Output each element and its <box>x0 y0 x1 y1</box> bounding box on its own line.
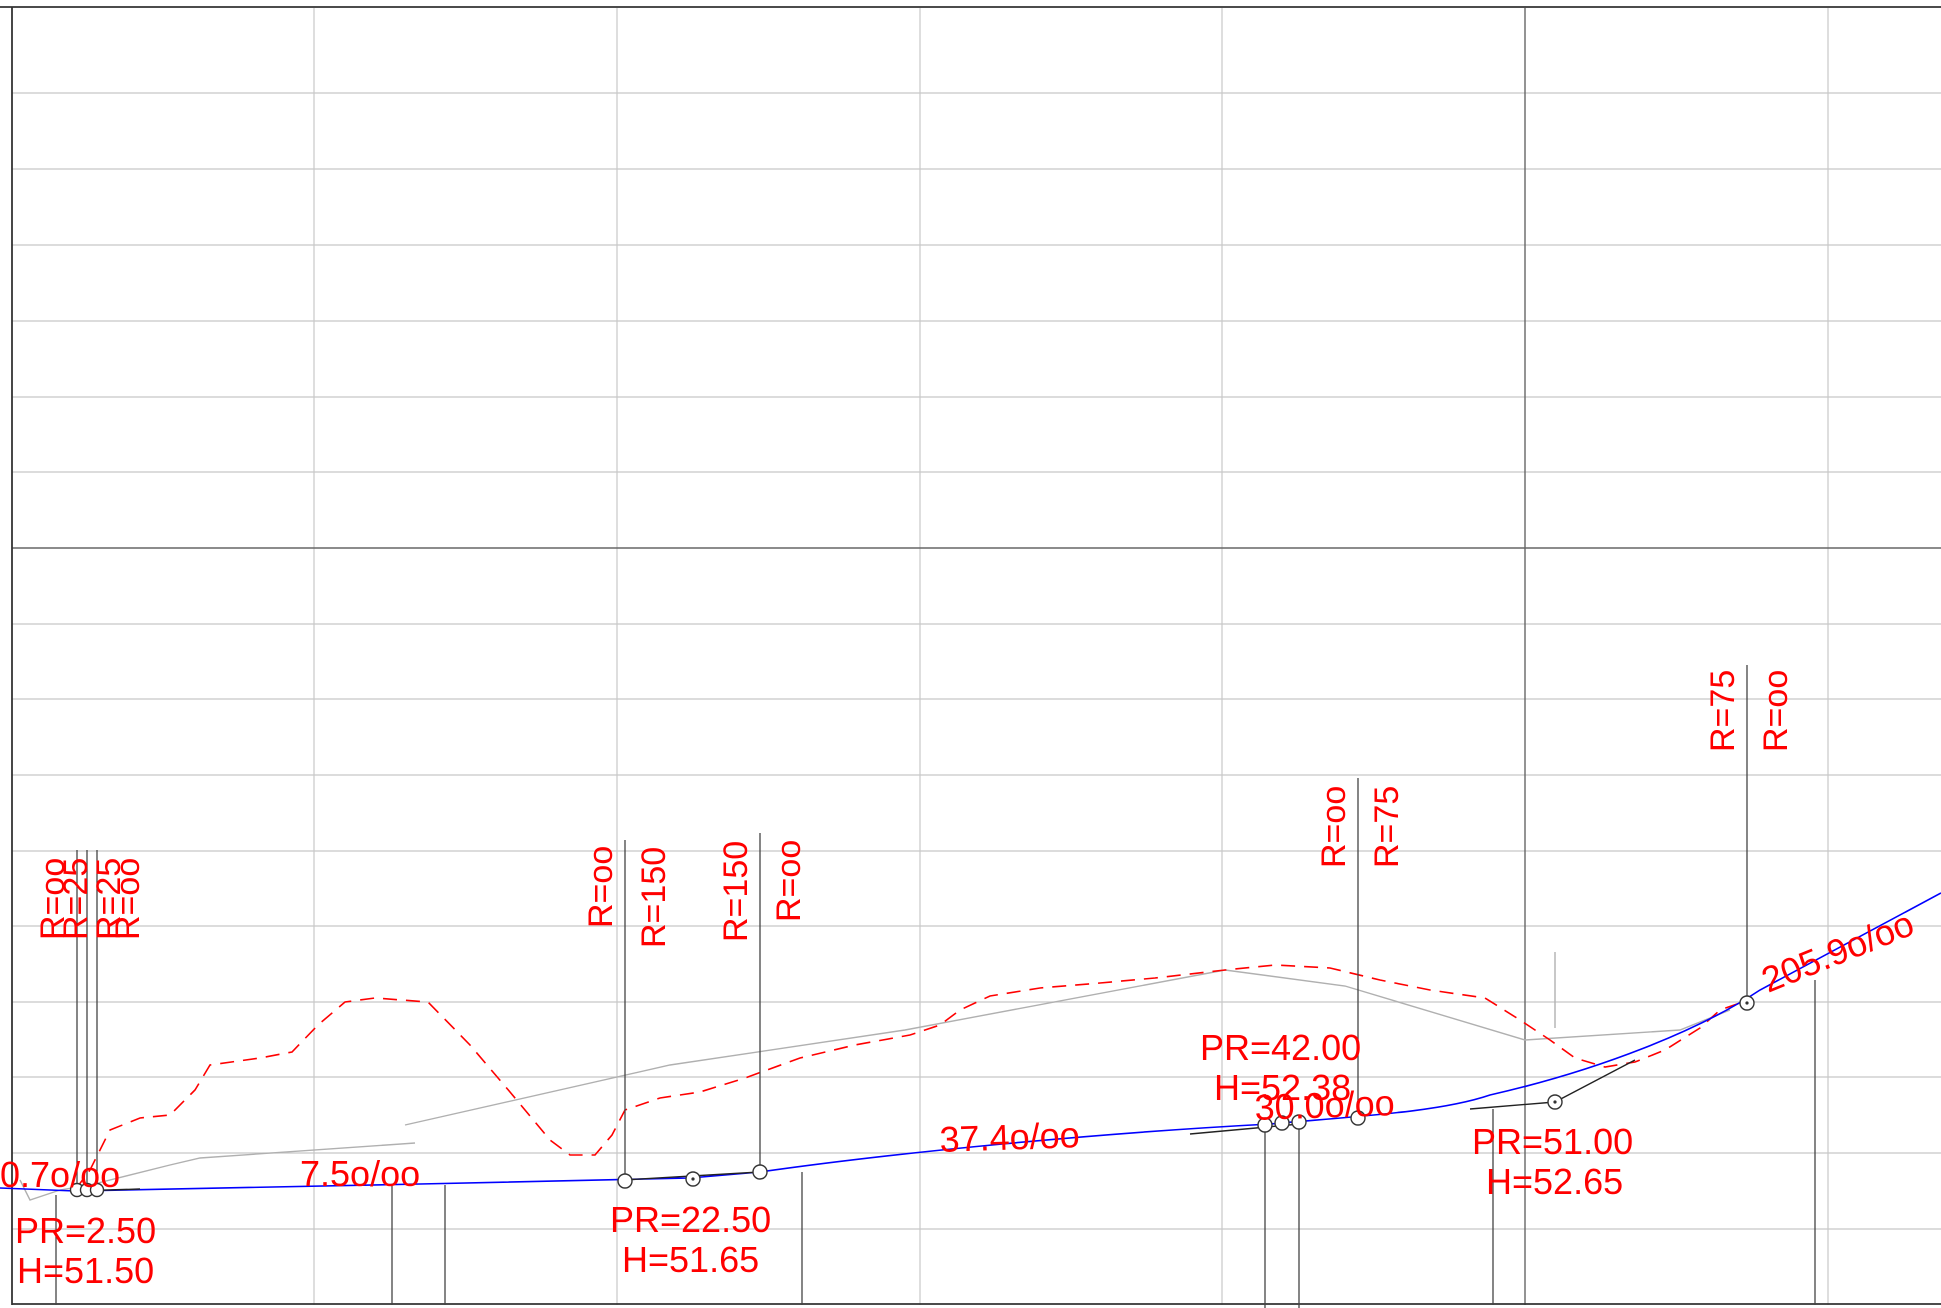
station-pr-label: PR=22.50 <box>610 1199 771 1240</box>
marker-circle <box>89 1182 105 1198</box>
station-h-label: H=51.65 <box>622 1239 759 1280</box>
radius-label: R=25 <box>90 858 128 940</box>
radius-label: R=75 <box>1704 670 1742 752</box>
grade-label: 0.7o/oo <box>0 1154 120 1195</box>
grade-label: 205.9o/oo <box>1756 902 1920 1000</box>
radius-label: R=oo <box>582 846 620 928</box>
radius-label: R=oo <box>34 858 72 940</box>
station-h-label: H=52.65 <box>1486 1161 1623 1202</box>
station-pr-label: PR=42.00 <box>1200 1027 1361 1068</box>
radius-label: R=75 <box>1368 786 1406 868</box>
station-pr-label: PR=51.00 <box>1472 1121 1633 1162</box>
grade-label: 30.0o/oo <box>1254 1082 1395 1128</box>
radius-label: R=oo <box>1757 670 1795 752</box>
existing-ground-guide <box>19 952 1731 1201</box>
grid-major <box>12 8 1941 1305</box>
radius-label: R=25 <box>57 858 95 940</box>
radius-label: R=oo <box>770 840 808 922</box>
grid <box>12 8 1941 1305</box>
grade-label: 37.4o/oo <box>939 1114 1080 1160</box>
marker-circle <box>752 1164 768 1180</box>
vertex-markers <box>69 995 1755 1198</box>
marker-circle <box>1274 1115 1290 1131</box>
marker-circle <box>1291 1114 1307 1130</box>
drawing-frame <box>0 6 1941 1305</box>
radius-label: R=150 <box>717 841 755 942</box>
station-pr-label: PR=2.50 <box>15 1210 156 1251</box>
marker-circle <box>617 1173 633 1189</box>
marker-centres <box>691 1001 1749 1181</box>
radius-label: R=oo <box>109 858 147 940</box>
station-h-label: H=52.38 <box>1214 1067 1351 1108</box>
radius-label: R=oo <box>1315 786 1353 868</box>
terrain-profile-dashed <box>74 964 1741 1191</box>
marker-circle <box>1350 1110 1366 1126</box>
grade-label: 7.5o/oo <box>300 1153 420 1194</box>
station-leaders <box>55 665 1816 1308</box>
marker-circle <box>1257 1117 1273 1133</box>
station-h-label: H=51.50 <box>17 1250 154 1291</box>
design-grade-line <box>0 892 1941 1192</box>
radius-label: R=150 <box>635 847 673 948</box>
